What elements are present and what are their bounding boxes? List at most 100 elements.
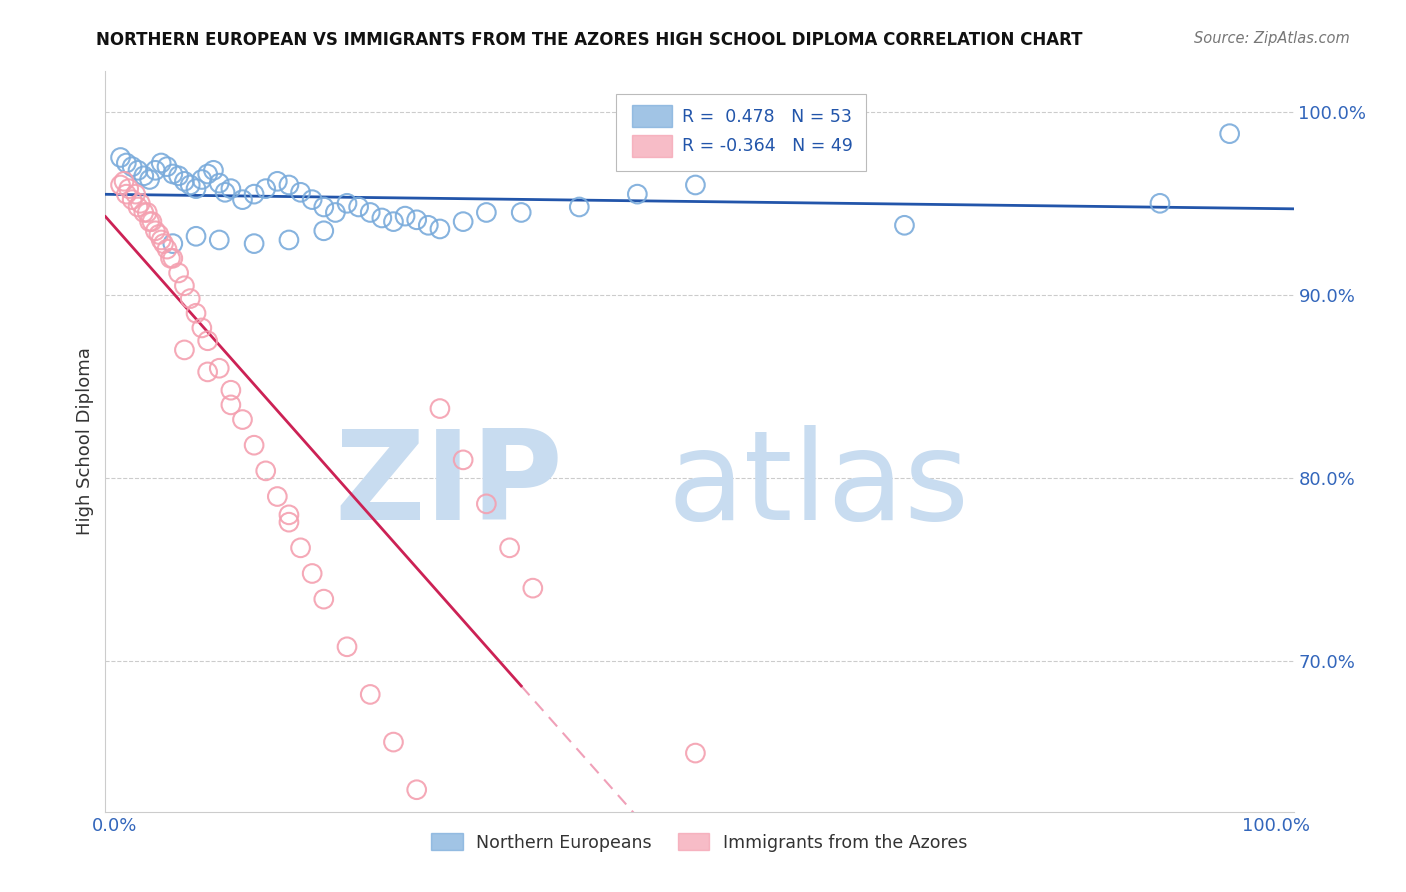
Text: atlas: atlas bbox=[668, 425, 969, 547]
Point bbox=[145, 224, 167, 238]
Point bbox=[150, 233, 173, 247]
Point bbox=[394, 209, 416, 223]
Point bbox=[179, 178, 201, 192]
Text: R =  0.478   N = 53: R = 0.478 N = 53 bbox=[682, 108, 852, 126]
Point bbox=[184, 181, 207, 195]
Point bbox=[347, 200, 370, 214]
Point bbox=[184, 229, 207, 244]
Point bbox=[243, 236, 266, 251]
Point bbox=[243, 438, 266, 452]
Point bbox=[312, 592, 335, 607]
Point bbox=[301, 566, 323, 581]
Point bbox=[202, 163, 225, 178]
Point bbox=[266, 490, 288, 504]
Point bbox=[127, 200, 149, 214]
Point bbox=[231, 193, 253, 207]
Point bbox=[197, 334, 219, 348]
Point bbox=[148, 227, 170, 242]
Point bbox=[685, 746, 707, 760]
Point bbox=[150, 156, 173, 170]
Point bbox=[1219, 127, 1241, 141]
Point bbox=[243, 187, 266, 202]
Point bbox=[110, 178, 132, 192]
Point bbox=[685, 178, 707, 192]
Point bbox=[162, 167, 184, 181]
FancyBboxPatch shape bbox=[631, 135, 672, 156]
Point bbox=[475, 497, 498, 511]
Y-axis label: High School Diploma: High School Diploma bbox=[76, 348, 94, 535]
Point bbox=[197, 365, 219, 379]
Text: R = -0.364   N = 49: R = -0.364 N = 49 bbox=[682, 137, 852, 155]
Point bbox=[152, 236, 174, 251]
Point bbox=[173, 174, 195, 188]
Point bbox=[475, 205, 498, 219]
Point bbox=[382, 214, 405, 228]
Point bbox=[145, 163, 167, 178]
Point bbox=[138, 172, 160, 186]
Point bbox=[219, 398, 242, 412]
Point bbox=[219, 383, 242, 397]
Text: Source: ZipAtlas.com: Source: ZipAtlas.com bbox=[1194, 31, 1350, 46]
Point bbox=[162, 236, 184, 251]
Point bbox=[301, 193, 323, 207]
Point bbox=[510, 205, 533, 219]
FancyBboxPatch shape bbox=[616, 94, 866, 171]
Point bbox=[208, 176, 231, 190]
Point bbox=[115, 156, 138, 170]
Point bbox=[266, 174, 288, 188]
Point bbox=[136, 205, 159, 219]
Point bbox=[156, 242, 179, 256]
Point bbox=[115, 187, 138, 202]
Point bbox=[197, 167, 219, 181]
Point bbox=[359, 688, 381, 702]
Point bbox=[522, 581, 544, 595]
Point bbox=[231, 412, 253, 426]
Point bbox=[214, 186, 236, 200]
Point bbox=[290, 186, 312, 200]
Point bbox=[626, 187, 648, 202]
Point bbox=[382, 735, 405, 749]
Point bbox=[254, 464, 277, 478]
Point bbox=[121, 193, 143, 207]
Point bbox=[132, 205, 155, 219]
Point bbox=[138, 214, 160, 228]
Point bbox=[159, 252, 181, 266]
Point bbox=[336, 196, 359, 211]
Point bbox=[173, 278, 195, 293]
FancyBboxPatch shape bbox=[631, 105, 672, 127]
Point bbox=[156, 160, 179, 174]
Legend: Northern Europeans, Immigrants from the Azores: Northern Europeans, Immigrants from the … bbox=[425, 827, 974, 859]
Point bbox=[254, 181, 277, 195]
Point bbox=[336, 640, 359, 654]
Point bbox=[312, 200, 335, 214]
Point bbox=[498, 541, 520, 555]
Point bbox=[278, 233, 301, 247]
Point bbox=[371, 211, 394, 225]
Point bbox=[191, 321, 214, 335]
Point bbox=[208, 361, 231, 376]
Point bbox=[568, 200, 591, 214]
Point bbox=[167, 266, 190, 280]
Point bbox=[208, 233, 231, 247]
Point bbox=[451, 453, 474, 467]
Point bbox=[290, 541, 312, 555]
Text: NORTHERN EUROPEAN VS IMMIGRANTS FROM THE AZORES HIGH SCHOOL DIPLOMA CORRELATION : NORTHERN EUROPEAN VS IMMIGRANTS FROM THE… bbox=[96, 31, 1083, 49]
Point bbox=[418, 219, 440, 233]
Point bbox=[110, 151, 132, 165]
Point bbox=[312, 224, 335, 238]
Point bbox=[429, 401, 451, 416]
Point bbox=[405, 212, 427, 227]
Point bbox=[451, 214, 474, 228]
Point bbox=[893, 219, 915, 233]
Point bbox=[184, 306, 207, 320]
Point bbox=[167, 169, 190, 183]
Point bbox=[179, 292, 201, 306]
Point bbox=[127, 163, 149, 178]
Point bbox=[278, 508, 301, 522]
Point bbox=[325, 205, 347, 219]
Point bbox=[219, 181, 242, 195]
Point bbox=[1149, 196, 1171, 211]
Point bbox=[132, 169, 155, 183]
Point bbox=[278, 178, 301, 192]
Text: ZIP: ZIP bbox=[335, 425, 562, 547]
